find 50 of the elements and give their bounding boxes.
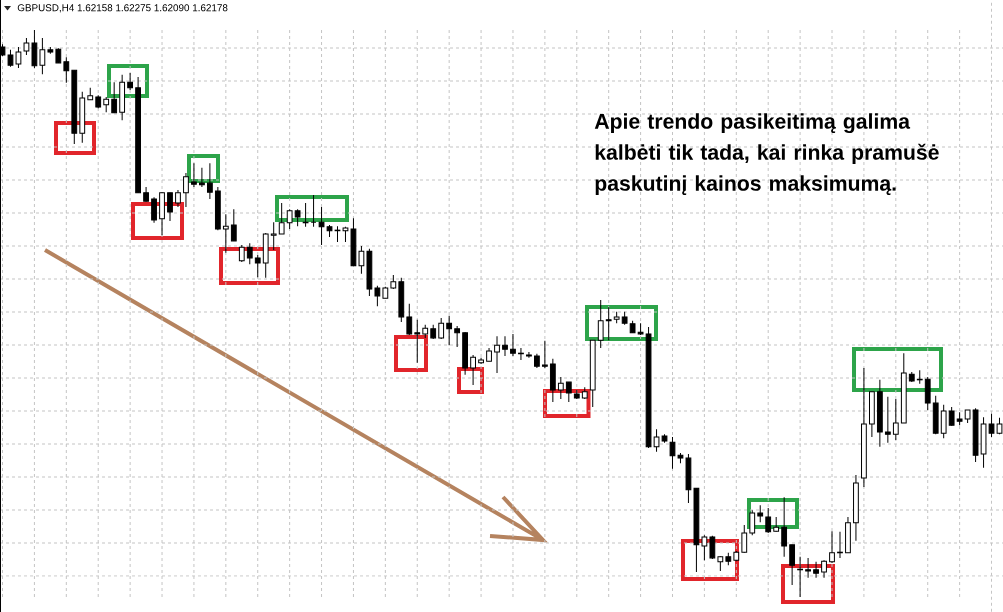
candlestick (199, 167, 205, 188)
candlestick (270, 221, 277, 251)
candlestick (151, 196, 157, 224)
candlestick (565, 381, 572, 403)
candlestick (829, 530, 835, 564)
candlestick (358, 245, 365, 275)
candlestick (191, 162, 197, 188)
candlestick (526, 351, 532, 359)
candlestick (31, 30, 38, 69)
candlestick (781, 496, 788, 558)
candlestick (167, 192, 173, 222)
candlestick (805, 557, 811, 579)
candlestick (605, 306, 612, 341)
candlestick (701, 534, 708, 561)
candlestick (749, 509, 756, 536)
candlestick (63, 56, 70, 84)
candlestick (406, 303, 413, 336)
candlestick (502, 335, 508, 357)
candlestick (414, 319, 421, 364)
annotation: Apie trendo pasikeitimą galima kalbėti tik tada, kai rinka pramušė paskutinį kainos maksimumą. (594, 113, 939, 196)
candlestick (111, 81, 118, 114)
candlestick (230, 208, 237, 242)
candlestick (741, 524, 748, 554)
candlestick (510, 333, 516, 357)
candlestick (940, 404, 947, 439)
candlestick (813, 561, 819, 579)
candlestick (494, 335, 500, 374)
candlestick (183, 172, 189, 208)
candlestick (454, 325, 461, 348)
candlestick (597, 299, 604, 349)
chart-title: GBPUSD,H4 1.62158 1.62275 1.62090 1.62178 (17, 4, 228, 13)
candlestick (541, 340, 548, 369)
candlestick (557, 376, 564, 400)
candlestick (286, 208, 293, 230)
candlestick (246, 242, 253, 265)
candlestick (924, 376, 931, 411)
candlestick (948, 406, 955, 427)
candlestick (39, 37, 46, 75)
candlestick (254, 254, 261, 278)
candlestick (765, 507, 772, 534)
candlestick (446, 315, 453, 346)
candlestick (470, 354, 476, 386)
candlestick (789, 544, 796, 586)
candlestick (884, 396, 891, 444)
candlestick (374, 285, 381, 307)
candlestick (892, 398, 899, 441)
candlestick (206, 162, 213, 200)
candlestick (278, 202, 285, 235)
candlestick (222, 213, 229, 254)
candlestick (127, 72, 134, 91)
